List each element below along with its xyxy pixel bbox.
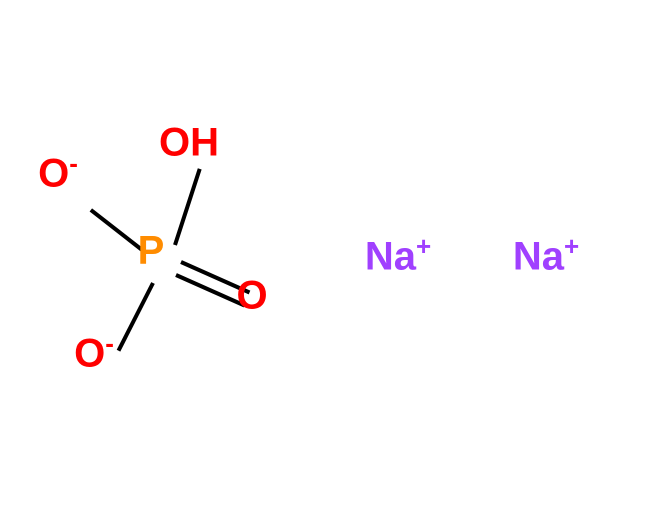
atom-oxygen-top-left: O- — [38, 152, 78, 197]
atom-oxygen-bottom-left: O- — [74, 332, 114, 377]
atom-hydroxyl: OH — [159, 121, 219, 166]
bond-p-oh — [173, 168, 202, 245]
bond-p-o-double-b — [175, 273, 245, 307]
atom-phosphorus: P — [138, 229, 165, 274]
bond-p-o-bottomleft — [117, 282, 155, 352]
atom-sodium-2: Na+ — [513, 235, 579, 280]
atom-oxygen-double: O — [236, 274, 267, 319]
atom-sodium-1: Na+ — [365, 235, 431, 280]
